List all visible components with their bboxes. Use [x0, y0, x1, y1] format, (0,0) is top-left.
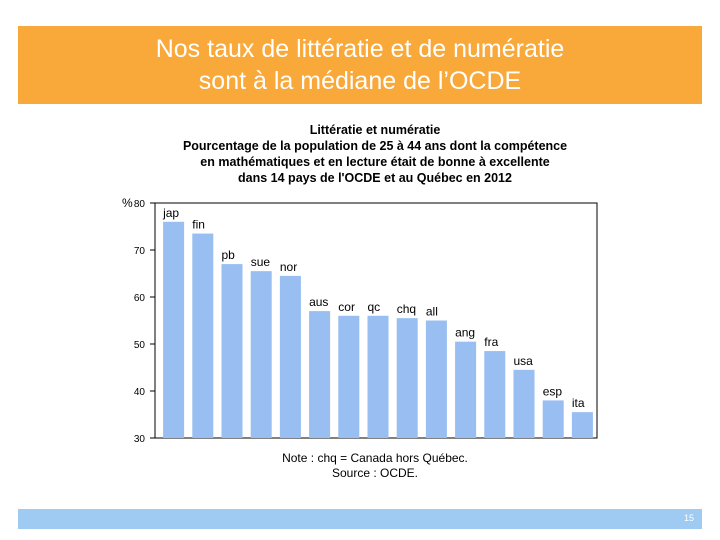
bar-aus [309, 311, 331, 438]
chart-title-line-1: Littératie et numératie [309, 123, 441, 137]
bar-pb [221, 264, 243, 438]
bar-cor [338, 315, 360, 438]
bar-label-pb: pb [221, 248, 235, 262]
y-tick-label: 40 [134, 387, 146, 398]
bar-label-chq: chq [397, 302, 416, 316]
bar-label-esp: esp [543, 384, 563, 398]
y-axis-unit-label: % [122, 196, 133, 210]
bar-usa [513, 369, 535, 438]
bar-all [425, 320, 447, 438]
chart-title-line-2: Pourcentage de la population de 25 à 44 … [182, 139, 568, 153]
slide-title-line-1: Nos taux de littératie et de numératie [155, 35, 565, 63]
source-text: Source : OCDE. [331, 466, 419, 480]
bar-qc [367, 315, 389, 438]
chart-title: Littératie et numératie Pourcentage de l… [130, 122, 620, 186]
bar-esp [542, 400, 564, 438]
bar-jap [163, 221, 185, 438]
bar-ang [455, 341, 477, 438]
footer-bar: 15 [18, 509, 702, 529]
page-number: 15 [683, 513, 694, 523]
bar-nor [279, 275, 301, 438]
bar-label-nor: nor [280, 260, 297, 274]
bar-label-sue: sue [251, 255, 271, 269]
bars [163, 221, 593, 438]
y-axis-ticks: 30 40 50 60 70 80 [134, 199, 155, 445]
y-tick-label: 30 [134, 434, 146, 445]
bar-chq [396, 318, 418, 438]
bar-label-all: all [426, 305, 438, 319]
chart-notes: Note : chq = Canada hors Québec. Source … [200, 451, 550, 481]
note-text: Note : chq = Canada hors Québec. [282, 451, 468, 465]
bar-label-fin: fin [192, 218, 205, 232]
bar-fra [484, 351, 506, 438]
y-tick-label: 50 [134, 340, 146, 351]
y-tick-label: 80 [134, 199, 146, 210]
bar-label-ang: ang [455, 326, 475, 340]
y-tick-label: 70 [134, 246, 146, 257]
bar-label-aus: aus [309, 295, 328, 309]
bar-label-qc: qc [367, 300, 380, 314]
chart-title-line-4: dans 14 pays de l'OCDE et au Québec en 2… [238, 171, 512, 185]
chart-title-line-3: en mathématiques et en lecture était de … [200, 155, 550, 169]
y-tick-label: 60 [134, 293, 146, 304]
bar-label-ita: ita [572, 396, 585, 410]
bar-sue [250, 271, 272, 438]
bar-label-jap: jap [162, 206, 179, 220]
slide-title-line-2: sont à la médiane de l’OCDE [198, 67, 522, 95]
bar-label-fra: fra [484, 335, 498, 349]
bar-label-cor: cor [338, 300, 355, 314]
title-banner: Nos taux de littératie et de numératie s… [18, 26, 702, 104]
bar-label-usa: usa [513, 354, 533, 368]
bar-fin [192, 233, 214, 438]
bar-ita [571, 412, 593, 438]
